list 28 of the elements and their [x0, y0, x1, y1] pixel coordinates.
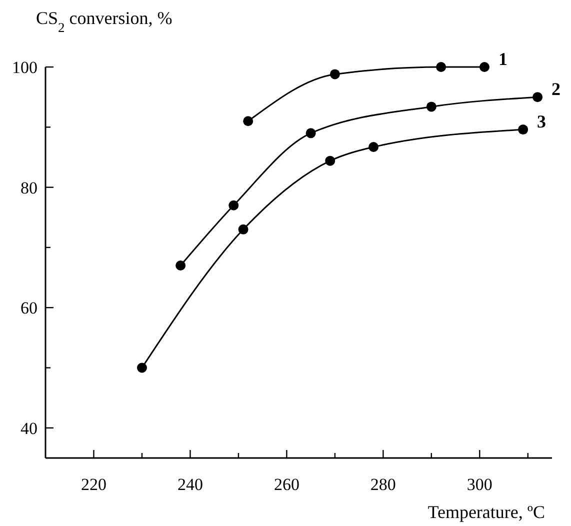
point: [532, 92, 543, 102]
x-tick-label: 260: [274, 475, 300, 494]
point: [228, 200, 239, 210]
y-axis-title: CS$_{2}$ conversion, %: [36, 8, 172, 34]
point: [518, 124, 528, 135]
x-tick-label: 280: [370, 475, 396, 494]
y-tick-label: 60: [20, 298, 38, 318]
point: [368, 142, 379, 152]
point: [306, 128, 316, 138]
y-tick-label: 100: [12, 58, 38, 77]
point: [330, 69, 340, 80]
point: [136, 362, 147, 373]
x-axis-title: Temperature, ºC: [428, 502, 545, 522]
x-tick-label: 220: [80, 475, 106, 494]
x-tick-label: 300: [466, 475, 492, 494]
point: [243, 116, 254, 126]
point: [325, 156, 336, 166]
point: [436, 62, 446, 72]
series-label: 3: [537, 112, 546, 132]
series-label: 2: [552, 79, 561, 100]
point: [238, 224, 248, 234]
point: [479, 62, 490, 72]
y-tick-label: 40: [20, 418, 38, 438]
point: [176, 260, 186, 271]
y-tick-label: 80: [20, 178, 38, 198]
x-tick-label: 240: [177, 475, 203, 494]
point: [426, 102, 436, 112]
series-label: 1: [498, 49, 508, 69]
